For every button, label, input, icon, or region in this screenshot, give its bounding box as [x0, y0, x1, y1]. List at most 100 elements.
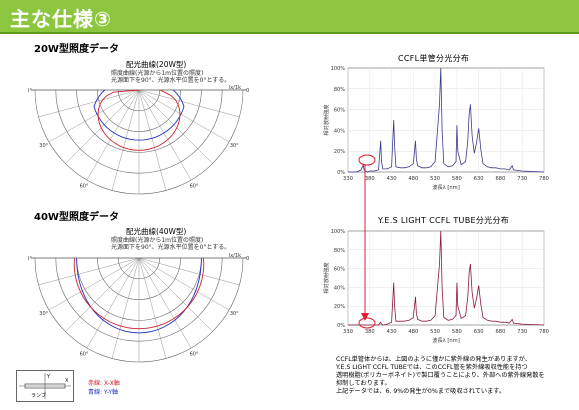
polar-radial-line: [111, 257, 140, 359]
x-tick-label: 780: [539, 329, 549, 335]
lamp-diagram: X Y ランプ: [19, 373, 71, 399]
polar-radial-line: [38, 89, 140, 118]
polar-radial-line: [138, 89, 192, 181]
y-axis-label: 相対放射強度: [322, 104, 330, 135]
y-tick-label: 40%: [334, 285, 345, 291]
arrow-head: [361, 313, 369, 321]
lamp-axis-legend: X Y ランプ: [16, 370, 74, 402]
polar-angle-label: 60°: [80, 183, 89, 189]
description-line-4: 抑制しております。: [336, 380, 391, 387]
polar-radial-line: [65, 89, 140, 164]
x-tick-label: 480: [408, 329, 418, 335]
polar-radial-line: [138, 89, 240, 118]
x-tick-label: 430: [387, 329, 397, 335]
y-y-axis-curve: [93, 89, 185, 141]
polar-radial-line: [138, 257, 167, 359]
polar-angle-label: 30°: [39, 311, 48, 317]
y-axis-label: Y: [46, 374, 51, 380]
y-tick-label: 40%: [334, 128, 345, 134]
polar-angle-label: 30°: [230, 143, 239, 149]
polar-radial-line: [138, 257, 240, 286]
lamp-label: ランプ: [31, 393, 46, 399]
polar-radial-line: [138, 257, 230, 311]
section-20w-title: 20W型照度データ: [34, 44, 119, 55]
polar-radial-line: [48, 89, 140, 143]
y-tick-label: 0%: [337, 170, 345, 176]
curve-20w-note-1: 照度曲線(光源から1m位置の照度): [111, 70, 204, 77]
legend-red: 赤線: X-X軸: [88, 380, 120, 387]
description-line-2: Y.E.S LIGHT CCFL TUBEでは、このCCFL管を紫外線吸収性能を…: [336, 364, 528, 371]
polar-chart-20w: 0°30°60°90°60°30°0°lx/1k: [28, 85, 250, 195]
y-tick-label: 100%: [331, 66, 346, 72]
y-tick-label: 0%: [337, 323, 345, 329]
spectrum-chart-2: 0% 20% 40% 60% 80% 100% 330 380 430 480 530 580 630 6…: [322, 229, 549, 344]
x-tick-label: 730: [517, 176, 527, 182]
curve-20w-title: 配光曲線(20W型): [126, 60, 187, 69]
polar-angle-label: 30°: [230, 311, 239, 317]
x-axis-label: X: [65, 378, 69, 384]
x-tick-label: 580: [452, 176, 462, 182]
plot-area: [347, 230, 545, 326]
header-underline: [0, 32, 579, 34]
curve-40w-note-1: 照度曲線(光源から1m位置の照度): [111, 237, 204, 244]
curve-40w-title: 配光曲線(40W型): [126, 227, 187, 236]
x-tick-label: 530: [430, 329, 440, 335]
x-tick-label: 430: [387, 176, 397, 182]
spectrum-chart-1-title: CCFL単管分光分布: [398, 54, 470, 63]
spectrum-line: [348, 230, 545, 326]
y-tick-label: 20%: [334, 304, 345, 310]
page-header: 主な仕様③: [0, 0, 579, 32]
x-tick-label: 480: [408, 176, 418, 182]
spectrum-line: [348, 67, 545, 173]
x-tick-label: 630: [474, 176, 484, 182]
spectrum-chart-1: 0% 20% 40% 60% 80% 100% 330 380 430 480 530 580 630 6…: [322, 66, 549, 191]
uv-peak-circle-1: [358, 154, 376, 166]
page-title: 主な仕様③: [10, 7, 112, 31]
polar-radial-line: [86, 257, 140, 349]
y-tick-label: 100%: [331, 229, 346, 235]
x-tick-label: 530: [430, 176, 440, 182]
x-axis-label: 波長λ [nm]: [432, 183, 459, 191]
polar-angle-label: 60°: [190, 183, 199, 189]
polar-unit-label: lx/1k: [229, 253, 241, 259]
description-line-1: CCFL単管体からは、上図のように僅かに紫外線の発生がありますが、: [336, 356, 531, 363]
polar-radial-line: [138, 89, 230, 143]
curve-20w-note-2: 光源面下を90°、光源水平位置を0°とする。: [111, 77, 231, 84]
polar-angle-label: 30°: [39, 143, 48, 149]
polar-unit-label: lx/1k: [229, 85, 241, 91]
polar-radial-line: [38, 257, 140, 286]
y-tick-label: 80%: [334, 248, 345, 254]
spectrum-chart-2-title: Y.E.S LIGHT CCFL TUBE分光分布: [378, 216, 510, 225]
polar-radial-line: [138, 257, 213, 332]
polar-angle-label: 0°: [28, 88, 32, 94]
x-tick-label: 680: [495, 329, 505, 335]
description-line-3: 透明樹脂(ポリカーボネイト)で製口覆うことにより、外部への紫外線発散を: [336, 372, 545, 379]
x-tick-label: 630: [474, 329, 484, 335]
y-y-axis-curve: [76, 257, 202, 334]
x-tick-label: 730: [517, 329, 527, 335]
section-40w-title: 40W型照度データ: [34, 212, 119, 223]
x-tick-label: 680: [495, 176, 505, 182]
legend-blue: 青線: Y-Y軸: [88, 389, 119, 396]
plot-area: [347, 67, 545, 173]
uv-comparison-arrow: [358, 154, 376, 329]
polar-radial-line: [138, 89, 167, 191]
x-tick-label: 380: [365, 176, 375, 182]
polar-radial-line: [48, 257, 140, 311]
uv-peak-circle-2: [358, 317, 376, 329]
polar-radial-line: [65, 257, 140, 332]
y-axis-label: 相対放射強度: [322, 262, 330, 293]
polar-radial-line: [138, 89, 213, 164]
description-line-5: 上記データでは、6. 9%の発生が0%まで吸収されています。: [336, 388, 506, 395]
y-tick-label: 80%: [334, 87, 345, 93]
polar-radial-line: [111, 89, 140, 191]
polar-angle-label: 60°: [190, 351, 199, 357]
y-tick-label: 60%: [334, 267, 345, 273]
polar-radial-line: [86, 89, 140, 181]
y-tick-label: 20%: [334, 149, 345, 155]
description-text: CCFL単管体からは、上図のように僅かに紫外線の発生がありますが、 Y.E.S …: [336, 356, 576, 396]
polar-angle-label: 0°: [246, 88, 250, 94]
x-axis-label: 波長λ [nm]: [432, 336, 459, 344]
y-tick-label: 60%: [334, 108, 345, 114]
x-tick-label: 330: [343, 329, 353, 335]
